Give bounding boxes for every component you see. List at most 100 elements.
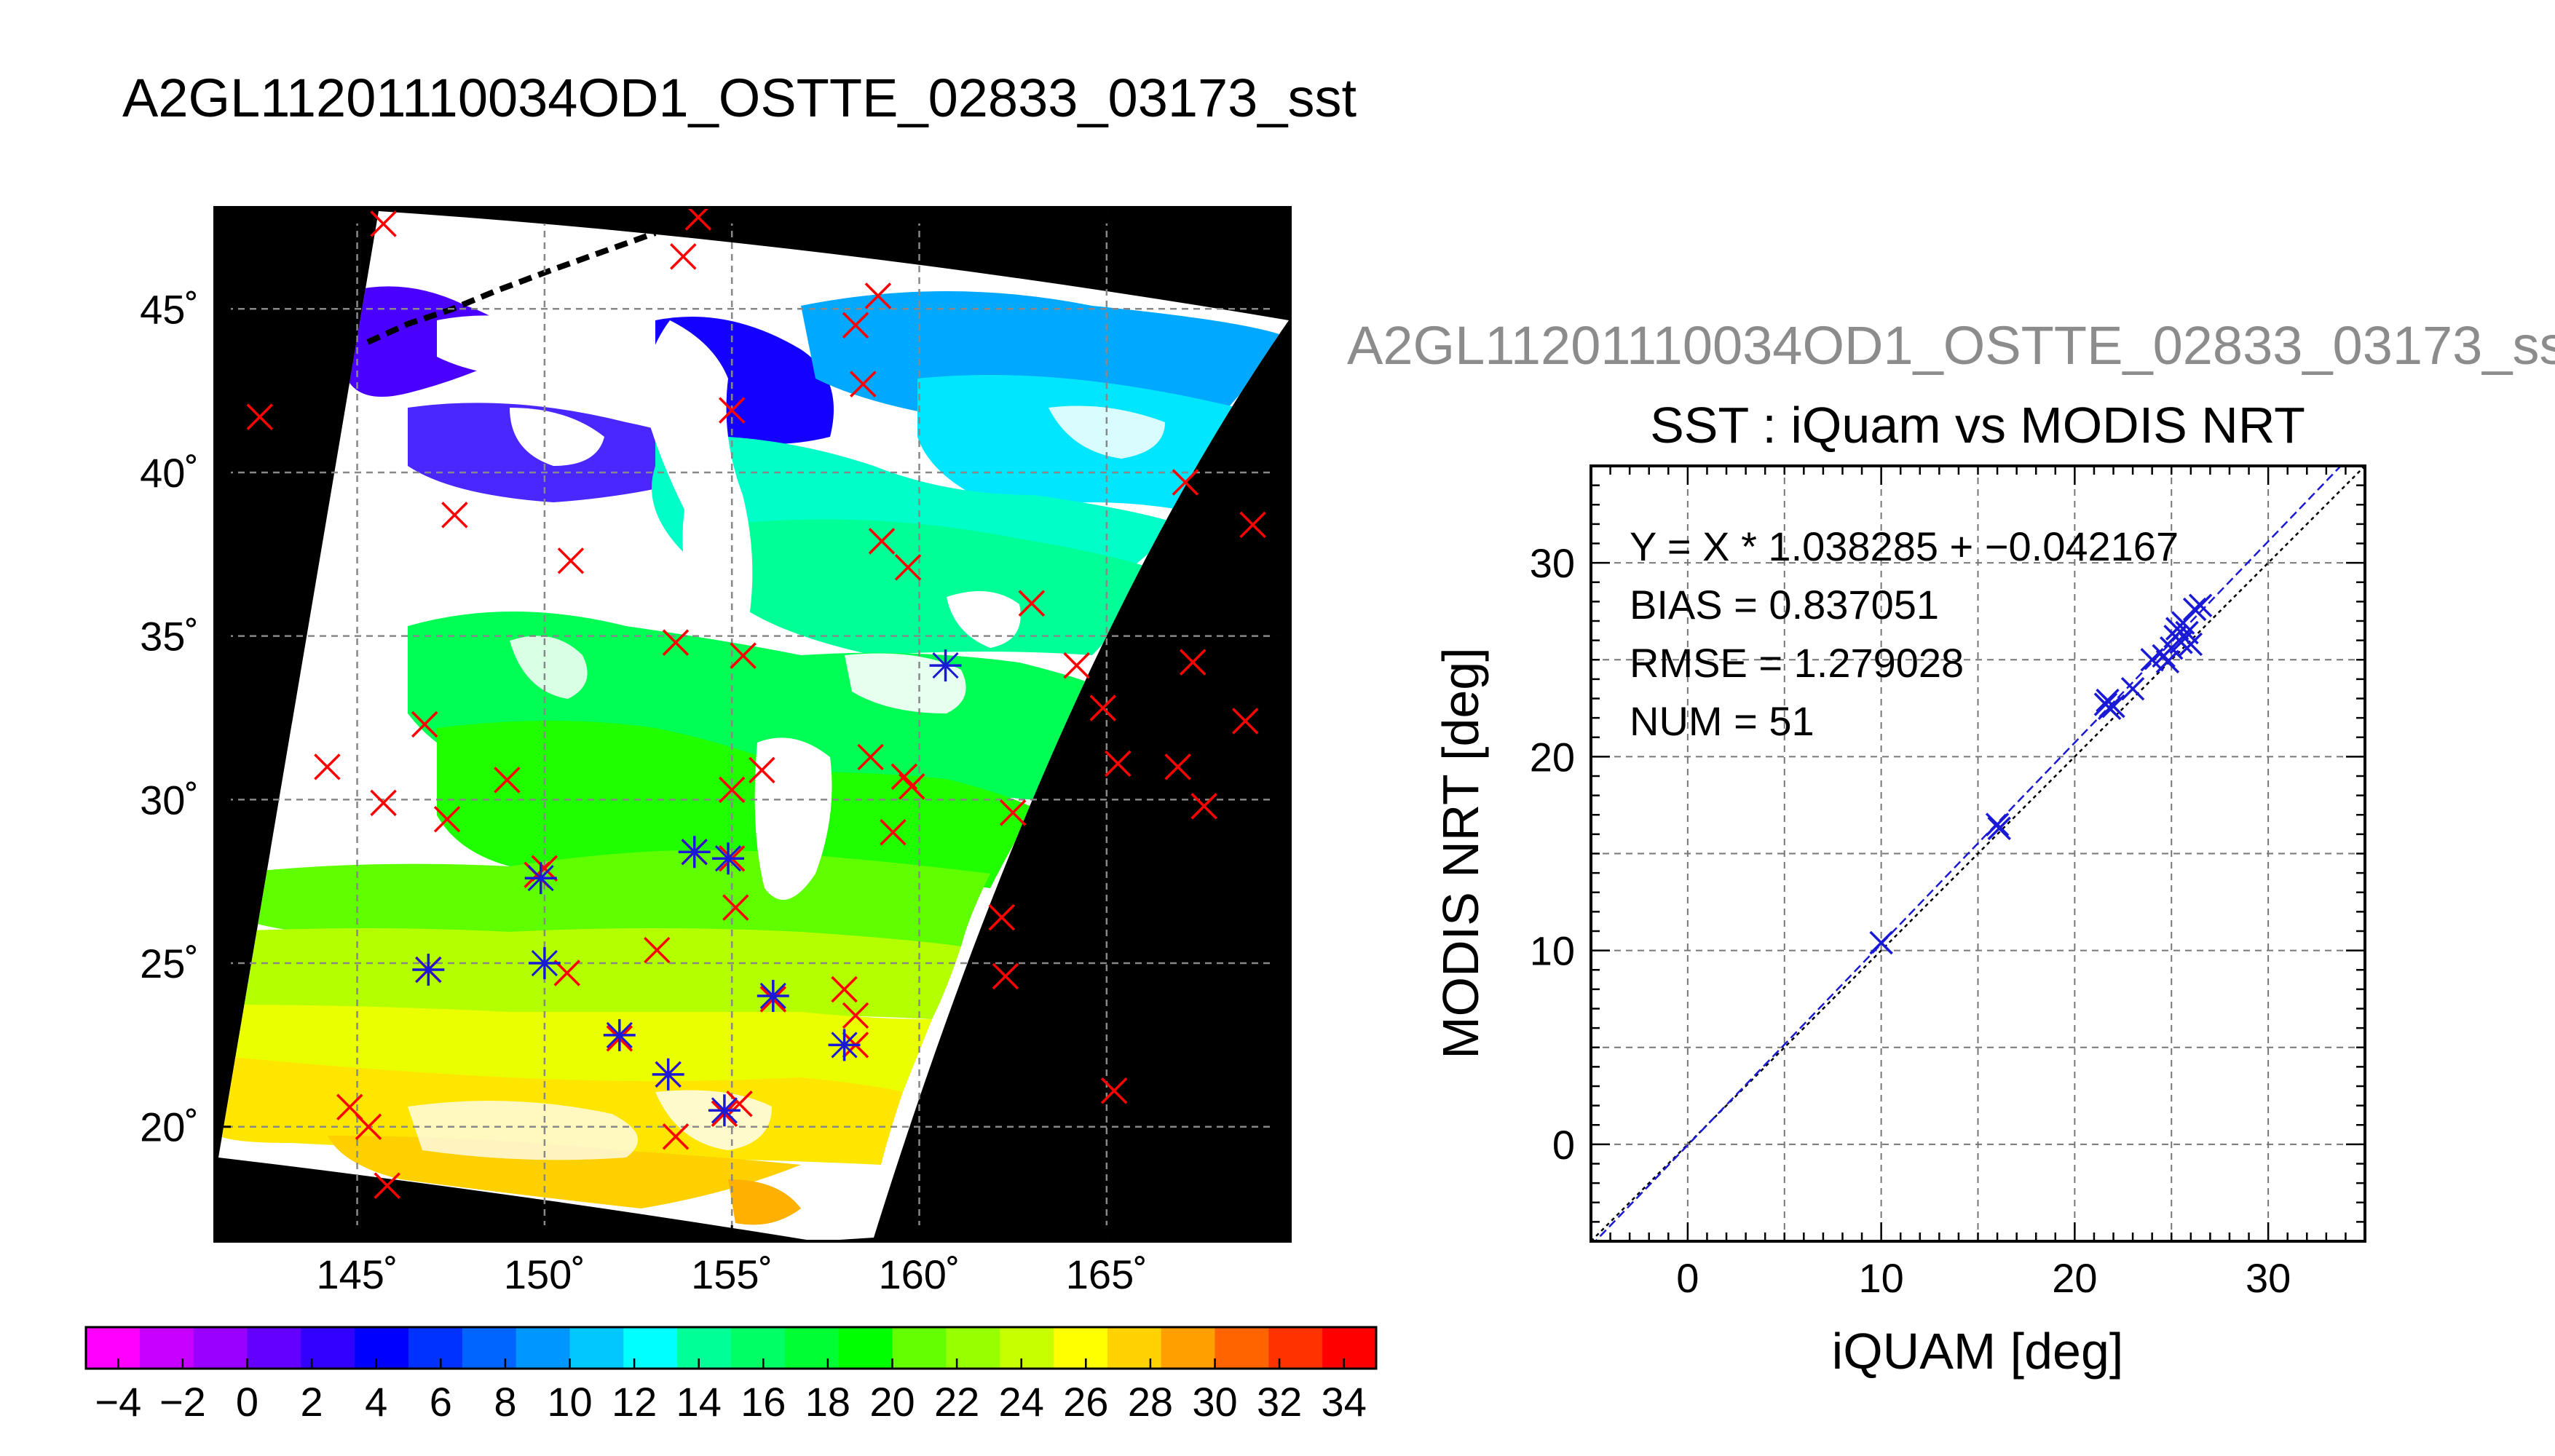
map-marker-iquam (314, 753, 341, 780)
map-marker-iquam (662, 629, 690, 656)
colorbar-cell (139, 1327, 194, 1369)
map-marker-iquam (1172, 469, 1199, 496)
map-marker-iquam (1239, 511, 1266, 539)
map-frame (213, 206, 1292, 1243)
map-y-tick-label: 30˚ (140, 777, 199, 823)
colorbar-tick-label: 14 (676, 1379, 722, 1425)
map-marker-iquam (662, 1123, 690, 1150)
map-marker-iquam (749, 756, 775, 784)
map-marker-iquam (441, 502, 468, 529)
colorbar-cell (1215, 1327, 1270, 1369)
scatter-point (2120, 676, 2145, 701)
colorbar-cell (1107, 1327, 1162, 1369)
colorbar-cell (301, 1327, 355, 1369)
map-marker-match (528, 947, 561, 980)
map-x-tick-label: 160˚ (878, 1251, 960, 1297)
colorbar-cell (516, 1327, 571, 1369)
stat-regression: Y = X * 1.038285 + −0.042167 (1630, 523, 2179, 569)
colorbar-cell (731, 1327, 786, 1369)
map-marker-iquam (355, 1113, 382, 1140)
scatter-xlabel: iQUAM [deg] (1832, 1323, 2124, 1380)
colorbar-tick-label: 18 (805, 1379, 850, 1425)
map-marker-iquam (999, 799, 1027, 826)
colorbar-cell (892, 1327, 947, 1369)
map-marker-iquam (1018, 590, 1046, 617)
map-marker-iquam (1190, 793, 1217, 820)
colorbar-cell (1000, 1327, 1054, 1369)
colorbar-tick-label: 28 (1128, 1379, 1173, 1425)
map-x-tick-label: 150˚ (504, 1251, 585, 1297)
map-marker-match (412, 954, 445, 986)
map-marker-iquam (494, 767, 521, 794)
scatter-x-tick-label: 30 (2246, 1255, 2291, 1301)
map-marker-match (708, 1094, 741, 1127)
colorbar-frame (84, 1326, 1378, 1370)
map-marker-iquam (842, 1002, 869, 1029)
scatter-point (2155, 649, 2180, 674)
scatter-title: SST : iQuam vs MODIS NRT (1650, 397, 2305, 454)
scatter-point (2182, 597, 2207, 622)
colorbar-cell (623, 1327, 678, 1369)
map-marker-match (678, 836, 711, 869)
map-marker-iquam (850, 371, 877, 397)
colorbar-tick-label: 30 (1192, 1379, 1237, 1425)
colorbar-tick-label: 20 (869, 1379, 915, 1425)
sst-field (218, 286, 1282, 1225)
map-x-tick-label: 155˚ (691, 1251, 773, 1297)
map-marker-iquam (898, 773, 925, 800)
map-y-tick-label: 45˚ (140, 286, 199, 332)
colorbar-cell (462, 1327, 517, 1369)
colorbar-tick-label: 10 (547, 1379, 592, 1425)
colorbar-cell (946, 1327, 1000, 1369)
map-marker-iquam (553, 960, 580, 986)
colorbar-tick-label: 24 (999, 1379, 1044, 1425)
colorbar-cell (1268, 1327, 1323, 1369)
colorbar-tick-label: 34 (1322, 1379, 1367, 1425)
colorbar-tick-label: 16 (741, 1379, 786, 1425)
map-marker-match (652, 1058, 684, 1091)
map-marker-match (603, 1018, 636, 1051)
map-marker-iquam (370, 789, 397, 817)
map-marker-iquam (1164, 753, 1191, 780)
map-marker-iquam (1100, 1077, 1128, 1104)
map-marker-iquam (880, 819, 907, 846)
colorbar-cell (1322, 1327, 1377, 1369)
map-marker-iquam (726, 1091, 753, 1117)
main-title: A2GL11201110034OD1_OSTTE_02833_03173_sst (122, 68, 1357, 128)
colorbar-cell (838, 1327, 893, 1369)
scatter-x-tick-label: 10 (1858, 1255, 1903, 1301)
map-marker-iquam (842, 312, 869, 339)
scatter-x-tick-label: 20 (2052, 1255, 2097, 1301)
map-x-tick-label: 145˚ (317, 1251, 398, 1297)
map-marker-match (929, 649, 962, 682)
map-marker-match (712, 842, 745, 875)
scatter-x-tick-label: 0 (1676, 1255, 1699, 1301)
map-marker-iquam (718, 776, 746, 804)
colorbar-cell (408, 1327, 463, 1369)
colorbar-cell (247, 1327, 302, 1369)
map-marker-iquam (670, 243, 697, 270)
stat-rmse: RMSE = 1.279028 (1630, 640, 1964, 686)
map-marker-iquam (992, 962, 1019, 990)
colorbar-cell (569, 1327, 625, 1369)
scatter-axis-ticks: 0 10 20 30 0 10 20 30 (1530, 464, 2366, 1301)
scatter-ylabel: MODIS NRT [deg] (1432, 647, 1489, 1059)
map-marker-iquam (411, 711, 438, 738)
map-marker-iquam (433, 806, 461, 833)
map-marker-iquam (988, 903, 1015, 931)
coastline (366, 230, 657, 345)
map-graticule (215, 207, 1290, 1241)
map-marker-iquam (1089, 695, 1116, 721)
stat-num: NUM = 51 (1630, 698, 1814, 744)
map-marker-iquam (864, 282, 892, 309)
colorbar-cell (355, 1327, 409, 1369)
scatter-point (1985, 812, 2010, 836)
scatter-point (1869, 930, 1893, 955)
colorbar-cell (1054, 1327, 1108, 1369)
map-marker-iquam (894, 554, 922, 581)
colorbar-tick-label: 6 (430, 1379, 452, 1425)
map-marker-iquam (370, 210, 397, 237)
map-markers (246, 207, 1266, 1199)
map-marker-iquam (722, 894, 749, 921)
map-marker-match (524, 862, 557, 895)
